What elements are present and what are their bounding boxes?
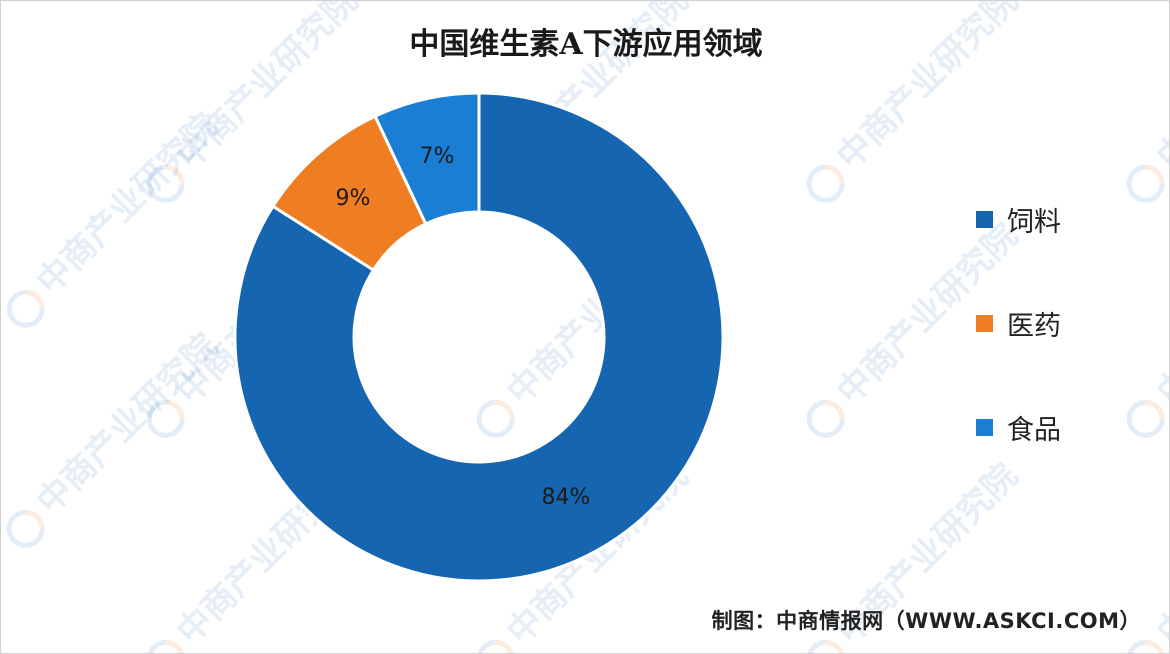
- legend-swatch: [976, 418, 993, 436]
- chart-title: 中国维生素A下游应用领域: [409, 27, 763, 62]
- source-note: 制图：中商情报网（WWW.ASKCI.COM）: [711, 609, 1141, 633]
- legend-label: 饲料: [1007, 206, 1061, 238]
- legend-item-medicine: 医药: [976, 297, 1061, 349]
- legend-item-food: 食品: [976, 401, 1061, 453]
- legend-swatch: [976, 314, 993, 332]
- legend-item-feed: 饲料: [976, 193, 1061, 245]
- donut-slice-food: [373, 91, 481, 226]
- legend-swatch: [976, 210, 993, 228]
- data-label-medicine: 9%: [336, 186, 371, 211]
- legend-label: 食品: [1007, 414, 1061, 446]
- legend-label: 医药: [1007, 310, 1061, 342]
- donut-slice-feed: [233, 91, 725, 583]
- data-label-food: 7%: [420, 144, 455, 169]
- data-label-feed: 84%: [542, 485, 591, 510]
- chart-legend: 饲料 医药 食品: [976, 193, 1061, 505]
